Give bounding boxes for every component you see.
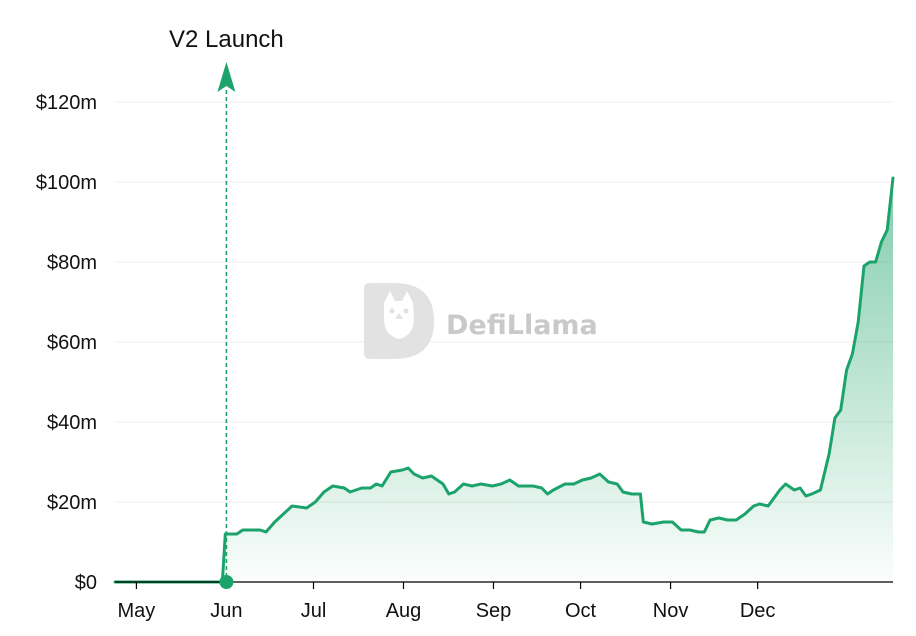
annotation-arrow-icon: [217, 62, 236, 92]
watermark: DefiLlama: [364, 283, 598, 359]
annotation-label: V2 Launch: [169, 26, 284, 53]
annotation-marker-dot: [219, 575, 234, 589]
watermark-text: DefiLlama: [446, 310, 598, 341]
y-tick-label: $100m: [36, 172, 97, 194]
x-tick-label: Nov: [653, 600, 689, 622]
x-tick-label: Aug: [386, 600, 422, 622]
y-tick-label: $120m: [36, 92, 97, 114]
y-tick-label: $40m: [47, 412, 97, 434]
y-tick-label: $0: [75, 572, 97, 594]
x-tick-label: May: [118, 600, 156, 622]
y-tick-label: $60m: [47, 332, 97, 354]
x-tick-label: Dec: [740, 600, 776, 622]
series-line: [113, 176, 895, 584]
x-tick-label: Jul: [301, 600, 327, 622]
v2-launch-annotation: V2 Launch: [169, 26, 284, 589]
series-area: [115, 178, 893, 582]
x-axis-tick-labels: May Jun Jul Aug Sep Oct Nov Dec: [118, 600, 776, 622]
x-tick-label: Jun: [210, 600, 242, 622]
y-axis-tick-labels: $0 $20m $40m $60m $80m $100m $120m: [36, 92, 97, 594]
y-tick-label: $80m: [47, 252, 97, 274]
x-tick-label: Sep: [476, 600, 512, 622]
grid-lines: [115, 101, 893, 503]
llama-logo-icon: [364, 283, 434, 359]
x-tick-label: Oct: [565, 600, 597, 622]
y-tick-label: $20m: [47, 492, 97, 514]
